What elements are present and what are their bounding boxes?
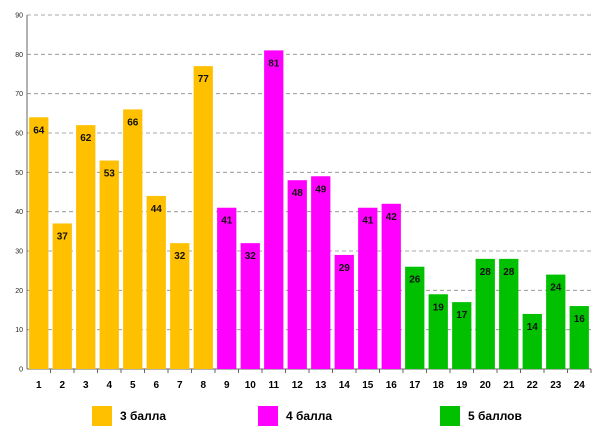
y-tick-label: 90 [15, 13, 23, 20]
bar [358, 207, 378, 369]
legend-label: 5 баллов [468, 409, 522, 423]
legend-item-3-points: 3 балла [92, 404, 166, 428]
data-label: 26 [409, 275, 421, 286]
legend-label: 3 балла [120, 409, 167, 423]
x-tick-label: 18 [433, 380, 445, 391]
x-tick-label: 13 [315, 380, 327, 391]
x-tick-label: 12 [292, 380, 304, 391]
bar [287, 180, 307, 369]
bar [569, 306, 589, 369]
x-tick-label: 4 [106, 380, 112, 391]
x-tick-label: 11 [268, 380, 279, 391]
x-tick-label: 2 [59, 380, 65, 391]
x-tick-label: 16 [386, 380, 398, 391]
x-tick-label: 8 [200, 380, 206, 391]
y-tick-label: 0 [19, 367, 23, 374]
y-tick-label: 10 [15, 327, 23, 334]
bar [428, 294, 448, 369]
data-label: 53 [104, 169, 116, 180]
data-label: 32 [245, 251, 257, 262]
bar [546, 274, 566, 369]
legend-swatch [92, 406, 112, 426]
data-label: 29 [339, 263, 351, 274]
data-label: 14 [527, 322, 539, 333]
data-label: 24 [550, 283, 562, 294]
data-label: 28 [480, 267, 492, 278]
x-tick-label: 19 [456, 380, 468, 391]
y-tick-label: 40 [15, 209, 23, 216]
data-label: 28 [503, 267, 515, 278]
data-label: 17 [456, 310, 468, 321]
data-label: 41 [362, 216, 374, 227]
data-label: 32 [174, 251, 186, 262]
legend-item-5-points: 5 баллов [440, 404, 522, 428]
bar [217, 207, 237, 369]
bar [146, 195, 166, 369]
data-label: 66 [127, 117, 139, 128]
x-tick-label: 9 [224, 380, 230, 391]
data-label: 49 [315, 184, 327, 195]
x-tick-label: 1 [36, 380, 42, 391]
bar [193, 66, 213, 369]
x-tick-label: 15 [362, 380, 374, 391]
bar [99, 160, 119, 369]
y-tick-label: 50 [15, 170, 23, 177]
y-tick-label: 30 [15, 249, 23, 256]
data-label: 16 [574, 314, 586, 325]
bar [405, 266, 425, 369]
bar [76, 125, 96, 369]
bar [499, 258, 519, 369]
legend-swatch [440, 406, 460, 426]
x-tick-label: 5 [130, 380, 136, 391]
bar [240, 243, 260, 369]
x-tick-label: 7 [177, 380, 183, 391]
bar [475, 258, 495, 369]
data-label: 48 [292, 188, 304, 199]
bar [381, 203, 401, 369]
x-tick-label: 24 [574, 380, 586, 391]
bar-chart: 0102030405060708090641372623534665446327… [15, 13, 592, 391]
bar [452, 302, 472, 369]
bar [311, 176, 331, 369]
data-label: 37 [57, 231, 69, 242]
y-tick-label: 20 [15, 288, 23, 295]
x-tick-label: 23 [550, 380, 562, 391]
x-tick-label: 17 [409, 380, 421, 391]
data-label: 81 [268, 58, 280, 69]
data-label: 64 [33, 125, 45, 136]
y-tick-label: 70 [15, 91, 23, 98]
x-tick-label: 10 [245, 380, 257, 391]
x-tick-label: 3 [83, 380, 89, 391]
y-tick-label: 80 [15, 52, 23, 59]
data-label: 77 [198, 74, 210, 85]
x-tick-label: 14 [339, 380, 351, 391]
x-tick-label: 20 [480, 380, 492, 391]
legend-swatch [258, 406, 278, 426]
bar [29, 117, 49, 370]
bar [123, 109, 143, 370]
data-label: 42 [386, 212, 398, 223]
data-label: 62 [80, 133, 92, 144]
legend-label: 4 балла [286, 409, 333, 423]
y-tick-label: 60 [15, 131, 23, 138]
x-tick-label: 6 [153, 380, 159, 391]
data-label: 44 [151, 204, 163, 215]
bar [334, 254, 354, 369]
x-tick-label: 21 [503, 380, 515, 391]
data-label: 41 [221, 216, 233, 227]
bar [264, 50, 284, 370]
bar [170, 243, 190, 369]
x-tick-label: 22 [527, 380, 539, 391]
data-label: 19 [433, 302, 445, 313]
bar [52, 223, 72, 369]
legend-item-4-points: 4 балла [258, 404, 332, 428]
bar [522, 313, 542, 369]
